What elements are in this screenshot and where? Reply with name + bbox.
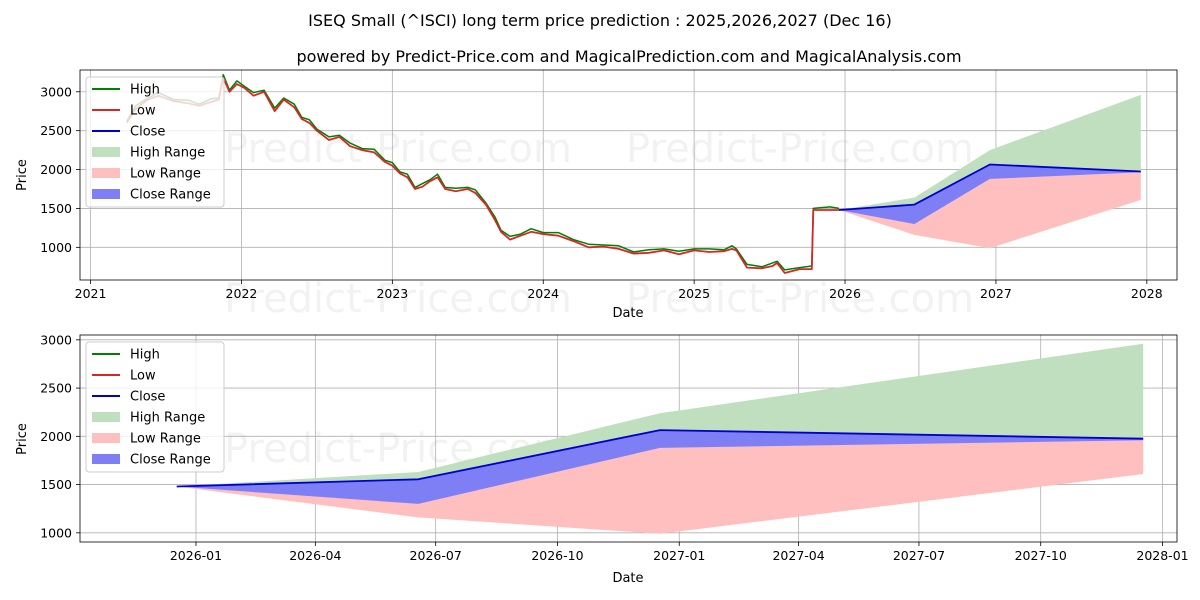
x-tick-label: 2026-01 (170, 548, 222, 563)
legend-low-range-label: Low Range (130, 167, 201, 182)
y-tick-label: 1000 (40, 240, 72, 255)
x-tick-label: 2027-10 (1015, 548, 1067, 563)
legend: High Low Close High Range Low Range Close Ran… (85, 341, 225, 473)
x-tick-label: 2027-01 (653, 548, 705, 563)
forecast-panel: Predict-Price.com Predict-Price.com 2026… (15, 332, 1189, 586)
legend-high-label: High (130, 83, 160, 98)
low-history-line (126, 76, 839, 274)
x-tick-label: 2026-04 (289, 548, 341, 563)
y-axis-label: Price (15, 159, 30, 191)
legend-close-label: Close (130, 390, 165, 405)
watermark: Predict-Price.com (224, 276, 572, 322)
legend-high-label: High (130, 348, 160, 363)
watermark: Predict-Price.com (626, 276, 974, 322)
legend-high-range-label: High Range (130, 146, 205, 161)
x-axis-label: Date (612, 571, 643, 586)
low-range-area (839, 164, 1141, 249)
legend-high-range-label: High Range (130, 411, 205, 426)
legend-low-label: Low (130, 369, 156, 384)
x-tick-label: 2025 (678, 286, 710, 301)
y-tick-label: 2500 (40, 381, 72, 396)
legend-high-range-swatch (92, 412, 120, 422)
overview-panel: Predict-Price.com Predict-Price.com Pred… (15, 69, 1178, 322)
high-history-line (126, 73, 840, 271)
legend-box (85, 76, 225, 208)
y-tick-label: 3000 (40, 332, 72, 347)
legend-close-range-swatch (92, 189, 120, 199)
close-forecast-line (838, 163, 1141, 211)
chart-subtitle: powered by Predict-Price.com and Magical… (296, 47, 961, 66)
x-tick-label: 2023 (376, 286, 408, 301)
legend-low-range-swatch (92, 168, 120, 178)
legend-high-range-swatch (92, 147, 120, 157)
legend-close-range-label: Close Range (130, 188, 211, 203)
x-tick-label: 2026-10 (531, 548, 583, 563)
x-tick-label: 2022 (226, 286, 258, 301)
high-range-area (176, 343, 1144, 487)
y-tick-label: 2000 (40, 429, 72, 444)
legend-box (85, 341, 225, 473)
legend-low-range-label: Low Range (130, 432, 201, 447)
legend-low-label: Low (130, 104, 156, 119)
close-forecast-line (176, 429, 1144, 488)
y-tick-label: 3000 (40, 84, 72, 99)
watermark: Predict-Price.com (626, 126, 974, 172)
y-tick-label: 2500 (40, 123, 72, 138)
x-tick-label: 2028 (1131, 286, 1163, 301)
y-tick-label: 1500 (40, 201, 72, 216)
x-tick-label: 2027 (980, 286, 1012, 301)
x-axis-label: Date (612, 306, 643, 321)
legend: High Low Close High Range Low Range Close Ran… (85, 76, 225, 208)
close-range-area (839, 164, 1141, 224)
y-tick-label: 2000 (40, 162, 72, 177)
high-range-area (839, 94, 1141, 210)
low-range-area (176, 430, 1144, 534)
x-tick-label: 2027-04 (772, 548, 824, 563)
watermark: Predict-Price.com (224, 126, 572, 172)
close-range-area (176, 430, 1144, 504)
chart-title: ISEQ Small (^ISCI) long term price predi… (308, 11, 892, 30)
y-tick-label: 1000 (40, 525, 72, 540)
plot-frame (79, 334, 1178, 543)
legend-close-range-label: Close Range (130, 453, 211, 468)
y-tick-label: 1500 (40, 477, 72, 492)
x-tick-label: 2026-07 (410, 548, 462, 563)
y-axis-label: Price (15, 423, 30, 455)
x-tick-label: 2021 (75, 286, 107, 301)
legend-close-range-swatch (92, 454, 120, 464)
legend-low-range-swatch (92, 433, 120, 443)
plot-frame (79, 69, 1178, 281)
x-tick-label: 2027-07 (893, 548, 945, 563)
x-tick-label: 2024 (527, 286, 559, 301)
x-tick-label: 2026 (829, 286, 861, 301)
x-tick-label: 2028-01 (1136, 548, 1188, 563)
legend-close-label: Close (130, 125, 165, 140)
